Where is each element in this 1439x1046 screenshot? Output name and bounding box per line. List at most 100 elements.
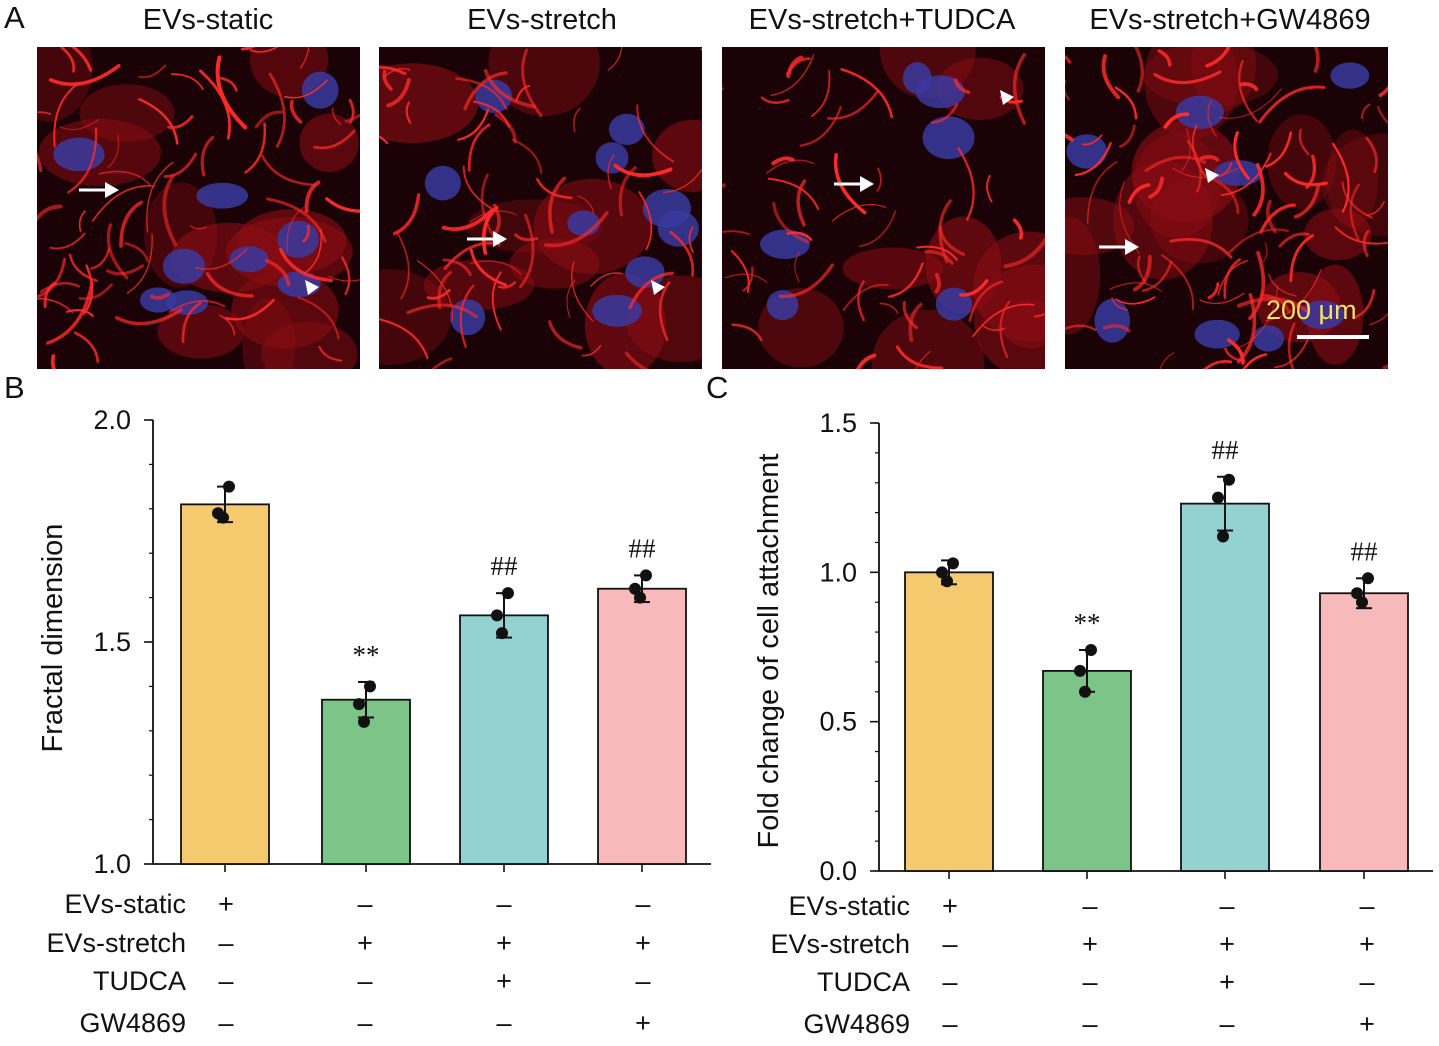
- actin-filament: [90, 247, 111, 270]
- actin-filament: [483, 68, 537, 109]
- nucleus: [1094, 298, 1131, 343]
- actin-filament: [1205, 47, 1231, 68]
- actin-filament: [48, 63, 121, 87]
- actin-filament: [1153, 70, 1222, 85]
- actin-filament: [1169, 237, 1233, 259]
- actin-filament: [459, 284, 475, 349]
- actin-filament: [1102, 324, 1131, 333]
- actin-filament: [1203, 360, 1233, 369]
- actin-filament: [37, 111, 52, 115]
- data-point: [941, 575, 953, 588]
- actin-filament: [730, 250, 750, 293]
- actin-filament: [981, 324, 1006, 331]
- actin-filament: [107, 134, 120, 168]
- actin-filament: [916, 245, 958, 261]
- nucleus: [1330, 62, 1370, 89]
- actin-filament: [1109, 282, 1162, 292]
- actin-filament: [511, 138, 543, 174]
- actin-filament: [1086, 161, 1118, 224]
- actin-filament: [442, 258, 472, 276]
- actin-filament: [1331, 142, 1350, 213]
- data-point: [1079, 685, 1091, 698]
- actin-filament: [1252, 163, 1265, 217]
- actin-filament: [628, 271, 674, 310]
- actin-filament: [826, 89, 880, 120]
- actin-filament: [607, 47, 623, 71]
- data-point: [947, 557, 959, 570]
- actin-filament: [268, 72, 286, 148]
- actin-filament: [106, 223, 129, 280]
- actin-filament: [299, 47, 310, 70]
- nucleus: [162, 248, 206, 284]
- actin-filament: [431, 357, 453, 369]
- nucleus: [922, 116, 975, 160]
- treatment-minus: –: [218, 1008, 233, 1038]
- actin-filament: [497, 281, 517, 289]
- micrograph-title-tudca: EVs-stretch+TUDCA: [748, 4, 1016, 36]
- actin-filament: [1238, 285, 1279, 349]
- treatment-row-label: TUDCA: [817, 967, 910, 997]
- actin-filament: [953, 78, 971, 95]
- actin-filament: [124, 242, 149, 263]
- actin-filament: [722, 230, 751, 236]
- actin-filament: [254, 110, 284, 129]
- actin-filament: [760, 96, 790, 104]
- actin-filament: [126, 233, 153, 294]
- nucleus: [592, 294, 642, 327]
- actin-filament: [590, 272, 623, 287]
- actin-filament: [968, 280, 1004, 322]
- actin-filament: [341, 256, 351, 296]
- scale-bar: [1297, 335, 1369, 339]
- y-axis-label: Fractal dimension: [37, 524, 69, 753]
- actin-filament: [416, 260, 453, 322]
- actin-filament: [138, 64, 167, 79]
- actin-filament: [37, 204, 63, 222]
- arrow-marker-head: [860, 176, 874, 192]
- actin-filament: [279, 247, 333, 283]
- actin-filament: [770, 54, 815, 96]
- actin-filament: [895, 345, 944, 369]
- treatment-minus: –: [1082, 967, 1097, 997]
- actin-filament: [888, 262, 924, 298]
- actin-filament: [613, 163, 673, 177]
- bar: [1042, 669, 1132, 872]
- actin-filament: [53, 82, 80, 148]
- treatment-row-label: GW4869: [79, 1008, 186, 1038]
- actin-filament: [521, 48, 543, 117]
- significance-label: **: [353, 640, 380, 670]
- treatment-plus: +: [942, 891, 958, 921]
- micrograph-gw4869: [1065, 47, 1388, 369]
- treatment-minus: –: [942, 929, 957, 959]
- actin-filament: [607, 154, 615, 190]
- actin-filament: [331, 107, 342, 125]
- cell-body: [379, 63, 479, 144]
- actin-filament: [548, 176, 567, 234]
- treatment-minus: –: [1219, 891, 1234, 921]
- cell-body: [1000, 299, 1045, 349]
- actin-filament: [810, 70, 831, 117]
- bar: [459, 614, 549, 865]
- actin-filament: [1258, 85, 1326, 124]
- actin-filament: [765, 159, 814, 174]
- actin-filament: [566, 279, 576, 319]
- actin-filament: [1353, 288, 1376, 319]
- actin-filament: [1157, 49, 1172, 67]
- nucleus: [766, 290, 799, 321]
- nucleus: [902, 62, 932, 94]
- treatment-row-label: EVs-static: [788, 891, 910, 921]
- actin-filament: [266, 197, 327, 243]
- actin-filament: [930, 103, 959, 124]
- actin-filament: [724, 273, 768, 283]
- actin-filament: [772, 201, 810, 244]
- treatment-minus: –: [942, 967, 957, 997]
- actin-filament: [119, 200, 143, 248]
- actin-filament: [73, 331, 100, 363]
- actin-filament: [168, 299, 226, 313]
- y-tick-label: 1.0: [93, 849, 131, 879]
- actin-filament: [78, 283, 113, 301]
- actin-filament: [1119, 124, 1136, 148]
- actin-filament: [1238, 59, 1258, 123]
- data-point: [1085, 643, 1097, 656]
- actin-filament: [261, 154, 317, 187]
- actin-filament: [469, 210, 517, 223]
